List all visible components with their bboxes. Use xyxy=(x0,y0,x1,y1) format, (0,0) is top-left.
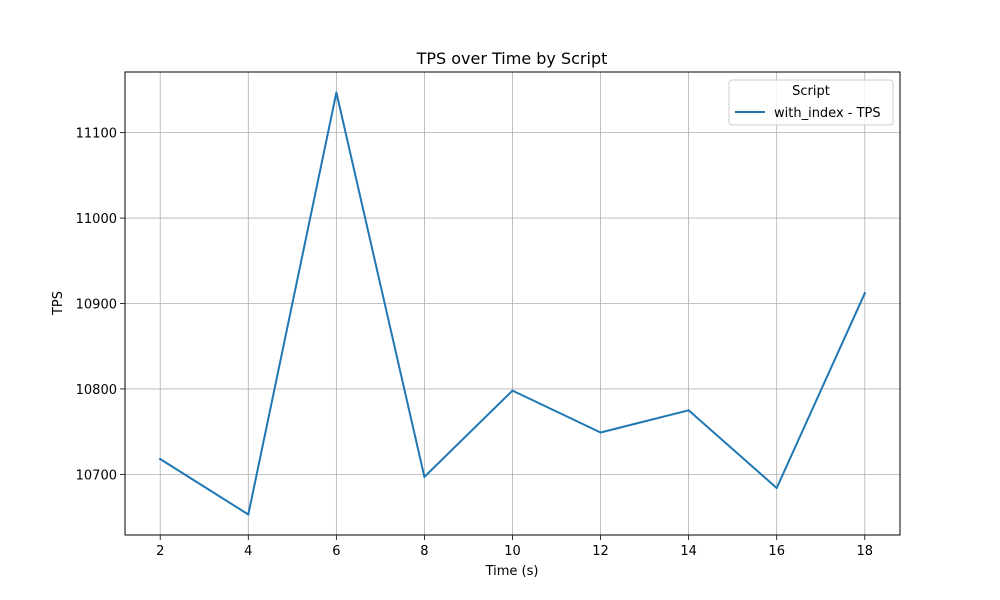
legend: Script with_index - TPS xyxy=(728,79,894,126)
y-tick-label: 10900 xyxy=(76,298,117,313)
data-point xyxy=(687,409,690,412)
x-tick-label: 14 xyxy=(680,544,697,559)
y-axis-ticks: 10700 10800 10900 11000 11100 xyxy=(76,127,125,483)
x-tick-label: 6 xyxy=(332,544,340,559)
legend-box xyxy=(728,79,894,126)
data-point xyxy=(247,513,250,516)
data-point xyxy=(159,457,162,460)
data-point xyxy=(423,475,426,478)
x-axis-label: Time (s) xyxy=(485,564,539,579)
x-tick-label: 4 xyxy=(244,544,252,559)
data-point xyxy=(863,292,866,295)
chart-title: TPS over Time by Script xyxy=(416,49,608,68)
x-tick-label: 8 xyxy=(420,544,428,559)
y-tick-label: 11100 xyxy=(76,127,117,142)
y-tick-label: 11000 xyxy=(76,212,117,227)
x-tick-label: 16 xyxy=(768,544,785,559)
y-axis-label: TPS xyxy=(51,291,66,316)
x-axis-ticks: 2 4 6 8 10 12 14 16 18 xyxy=(156,535,873,559)
grid xyxy=(125,72,900,535)
series-layer xyxy=(158,91,867,516)
data-point xyxy=(511,389,514,392)
data-point xyxy=(775,487,778,490)
x-tick-label: 18 xyxy=(856,544,873,559)
data-point xyxy=(335,91,338,94)
legend-title: Script xyxy=(792,84,830,99)
y-tick-label: 10700 xyxy=(76,468,117,483)
x-tick-label: 10 xyxy=(504,544,521,559)
data-point xyxy=(599,431,602,434)
x-tick-label: 2 xyxy=(156,544,164,559)
x-tick-label: 12 xyxy=(592,544,609,559)
y-tick-label: 10800 xyxy=(76,383,117,398)
legend-entry-label: with_index - TPS xyxy=(774,106,881,121)
